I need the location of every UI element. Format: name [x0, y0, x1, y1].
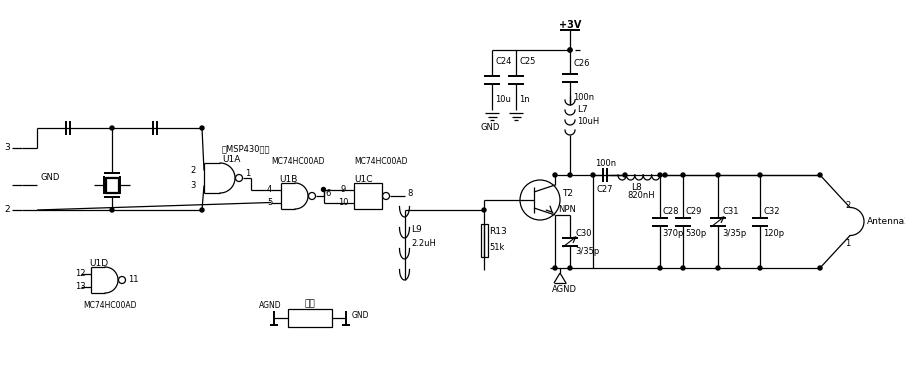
Text: 2: 2 — [845, 201, 851, 210]
Text: 1: 1 — [245, 170, 251, 178]
Text: C25: C25 — [519, 58, 536, 66]
Circle shape — [758, 266, 762, 270]
Circle shape — [658, 173, 662, 177]
Text: Antenna2: Antenna2 — [867, 217, 905, 226]
Circle shape — [200, 126, 204, 130]
Text: 820nH: 820nH — [627, 190, 654, 200]
Text: 120p: 120p — [763, 229, 784, 238]
Text: 6: 6 — [326, 189, 331, 197]
Text: 11: 11 — [128, 276, 138, 284]
Circle shape — [681, 266, 685, 270]
Text: 2: 2 — [4, 206, 10, 214]
Circle shape — [716, 173, 720, 177]
Text: U1A: U1A — [222, 155, 241, 164]
Text: 10uH: 10uH — [577, 116, 599, 126]
Circle shape — [568, 48, 572, 52]
Text: L7: L7 — [577, 105, 587, 113]
Text: C30: C30 — [575, 229, 592, 238]
Text: U1D: U1D — [89, 258, 108, 268]
Text: 3: 3 — [4, 143, 10, 153]
Circle shape — [321, 188, 326, 192]
Circle shape — [110, 208, 114, 212]
Text: C26: C26 — [573, 59, 589, 69]
Text: 13: 13 — [75, 282, 86, 291]
Circle shape — [623, 173, 627, 177]
Bar — [106, 178, 118, 192]
Circle shape — [568, 266, 572, 270]
Text: C24: C24 — [495, 58, 511, 66]
Text: AGND: AGND — [552, 286, 577, 294]
Text: 100n: 100n — [595, 159, 616, 167]
Text: 370p: 370p — [662, 229, 683, 238]
Circle shape — [681, 173, 685, 177]
Text: 100n: 100n — [573, 92, 594, 102]
Text: 磁珠: 磁珠 — [305, 299, 315, 309]
Circle shape — [663, 173, 667, 177]
Bar — [354, 183, 382, 209]
Text: GND: GND — [40, 174, 60, 182]
Text: +3V: +3V — [558, 20, 581, 30]
Circle shape — [818, 173, 822, 177]
Text: MC74HC00AD: MC74HC00AD — [271, 156, 325, 166]
Text: R13: R13 — [489, 228, 507, 236]
Text: 10: 10 — [338, 198, 348, 207]
Circle shape — [818, 266, 822, 270]
Circle shape — [758, 173, 762, 177]
Text: 530p: 530p — [685, 229, 706, 238]
Circle shape — [716, 266, 720, 270]
Text: 51k: 51k — [489, 243, 504, 252]
Text: 3/35p: 3/35p — [575, 247, 599, 256]
Text: 4: 4 — [267, 185, 272, 194]
Text: T2: T2 — [562, 189, 573, 199]
Text: 1: 1 — [845, 239, 851, 248]
Circle shape — [553, 173, 557, 177]
Bar — [288, 309, 332, 327]
Text: U1B: U1B — [279, 174, 298, 184]
Text: 1n: 1n — [519, 95, 529, 105]
Circle shape — [553, 266, 557, 270]
Circle shape — [200, 208, 204, 212]
Text: 9: 9 — [340, 185, 345, 194]
Text: AGND: AGND — [259, 302, 281, 310]
Text: NPN: NPN — [558, 206, 576, 214]
Circle shape — [110, 126, 114, 130]
Text: MC74HC00AD: MC74HC00AD — [83, 301, 137, 309]
Text: 10u: 10u — [495, 95, 511, 105]
Text: C29: C29 — [685, 207, 701, 216]
Bar — [105, 177, 119, 193]
Text: GND: GND — [352, 312, 369, 320]
Text: 8: 8 — [407, 189, 413, 197]
Circle shape — [482, 208, 486, 212]
Text: 接MSP430接口: 接MSP430接口 — [222, 145, 271, 153]
Text: C27: C27 — [596, 185, 613, 193]
Text: C28: C28 — [662, 207, 679, 216]
Circle shape — [658, 266, 662, 270]
Text: L8: L8 — [631, 182, 642, 192]
Text: 3/35p: 3/35p — [722, 229, 747, 238]
Bar — [481, 224, 488, 257]
Circle shape — [591, 173, 595, 177]
Text: 2: 2 — [190, 166, 195, 175]
Circle shape — [568, 173, 572, 177]
Text: 5: 5 — [267, 198, 272, 207]
Text: L9: L9 — [412, 225, 423, 235]
Text: C32: C32 — [763, 207, 779, 216]
Text: 12: 12 — [75, 269, 85, 278]
Text: MC74HC00AD: MC74HC00AD — [354, 156, 407, 166]
Text: C31: C31 — [722, 207, 738, 216]
Text: 2.2uH: 2.2uH — [412, 239, 436, 247]
Circle shape — [568, 48, 572, 52]
Text: U1C: U1C — [354, 174, 373, 184]
Text: GND: GND — [480, 124, 500, 132]
Text: 3: 3 — [190, 181, 195, 190]
